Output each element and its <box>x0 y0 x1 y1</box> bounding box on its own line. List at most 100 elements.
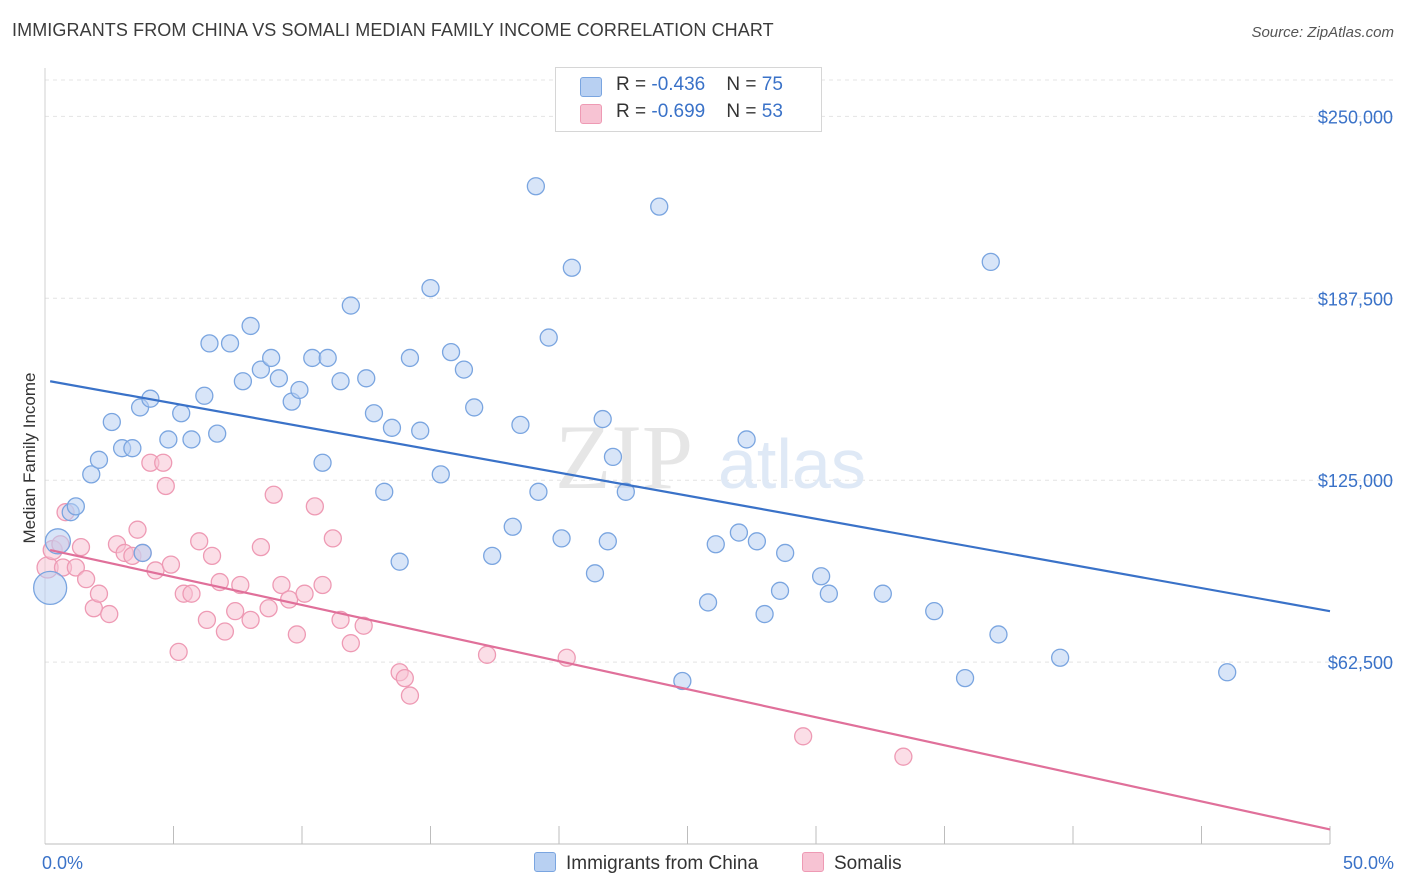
china-point <box>182 430 201 449</box>
china-point <box>747 532 767 551</box>
china-point <box>776 543 795 563</box>
stats-legend: R = -0.436 N = 75 R = -0.699 N = 53 <box>555 67 822 132</box>
china-point <box>616 482 635 501</box>
china-point <box>133 543 152 563</box>
china-points <box>32 177 1237 691</box>
china-point <box>318 348 337 368</box>
china-point <box>241 316 260 336</box>
somali-points <box>36 453 913 766</box>
china-point <box>465 398 484 417</box>
somali-point <box>146 561 165 580</box>
legend-n-label: N = <box>726 74 762 95</box>
china-point <box>1218 663 1237 682</box>
somali-point <box>215 622 235 641</box>
somali-point <box>66 558 85 577</box>
china-point <box>290 380 309 400</box>
china-point <box>811 567 831 586</box>
somali-point <box>894 747 913 766</box>
somali-point <box>279 590 299 609</box>
china-point <box>421 278 440 298</box>
y-tick-label: $250,000 <box>1318 107 1393 127</box>
china-point <box>603 447 623 467</box>
somali-point <box>226 602 245 621</box>
legend-r-label: R = <box>616 101 652 122</box>
china-point <box>208 424 227 443</box>
somali-point <box>197 610 217 630</box>
china-point <box>529 482 548 501</box>
somali-point <box>71 537 91 557</box>
somali-swatch-icon <box>802 852 824 872</box>
china-swatch-icon <box>580 77 602 97</box>
legend-r-value: -0.436 <box>651 74 706 95</box>
somali-point <box>182 584 201 603</box>
china-point <box>755 604 774 624</box>
y-tick-label: $62,500 <box>1328 653 1393 673</box>
legend-n-value: 75 <box>761 74 783 95</box>
china-point <box>89 450 109 469</box>
somali-point <box>76 569 96 589</box>
china-point <box>390 552 409 571</box>
china-point <box>82 465 101 484</box>
somali-point <box>259 599 278 618</box>
x-tick-label-min: 0.0% <box>42 853 83 873</box>
china-point <box>981 252 1000 272</box>
y-tick-label: $187,500 <box>1318 289 1393 309</box>
y-axis-label: Median Family Income <box>20 372 39 543</box>
china-point <box>955 668 975 688</box>
china-point <box>526 177 546 196</box>
china-point <box>593 409 612 429</box>
somali-swatch-icon <box>580 104 602 124</box>
china-point <box>357 369 376 388</box>
somali-point <box>231 575 250 595</box>
somali-point <box>264 485 283 504</box>
somali-point <box>169 642 188 662</box>
china-point <box>483 546 502 566</box>
china-point <box>650 197 669 216</box>
somali-point <box>154 453 173 472</box>
series-name-somali: Somalis <box>834 853 902 874</box>
china-point <box>159 430 178 449</box>
somali-point <box>400 686 420 705</box>
somali-point <box>331 610 350 630</box>
somali-point <box>395 668 414 688</box>
somali-point <box>354 616 373 635</box>
china-point <box>44 528 71 555</box>
somali-point <box>190 532 209 551</box>
china-point <box>737 430 756 449</box>
china-point <box>220 334 240 353</box>
somali-point <box>323 529 342 548</box>
bottom-legend-china: Immigrants from China <box>534 852 758 875</box>
china-point <box>562 258 581 277</box>
china-point <box>102 412 121 432</box>
china-point <box>195 386 214 405</box>
china-point <box>66 497 85 516</box>
china-point <box>233 372 253 391</box>
china-point <box>729 523 749 542</box>
somali-point <box>305 497 325 516</box>
x-tick-label-max: 50.0% <box>1343 853 1394 873</box>
china-point <box>454 360 474 379</box>
china-point <box>989 625 1008 644</box>
somali-point <box>251 537 271 557</box>
somali-point <box>295 584 314 603</box>
china-point <box>262 348 281 368</box>
china-point <box>341 296 360 315</box>
china-point <box>269 369 289 388</box>
china-trend-line <box>49 380 1331 613</box>
y-tick-label: $125,000 <box>1318 471 1393 491</box>
china-swatch-icon <box>534 852 556 872</box>
china-point <box>251 360 271 379</box>
china-point <box>503 517 522 536</box>
china-point <box>431 465 450 484</box>
somali-point <box>794 727 813 746</box>
china-point <box>819 584 838 603</box>
source-credit: Source: ZipAtlas.com <box>1251 24 1394 41</box>
chart-title: IMMIGRANTS FROM CHINA VS SOMALI MEDIAN F… <box>12 20 774 40</box>
china-point <box>552 529 571 548</box>
china-point <box>873 584 892 603</box>
china-point <box>200 334 219 353</box>
legend-r-label: R = <box>616 74 652 95</box>
china-point <box>313 453 332 472</box>
china-point <box>303 348 322 368</box>
legend-r-value: -0.699 <box>651 101 706 122</box>
